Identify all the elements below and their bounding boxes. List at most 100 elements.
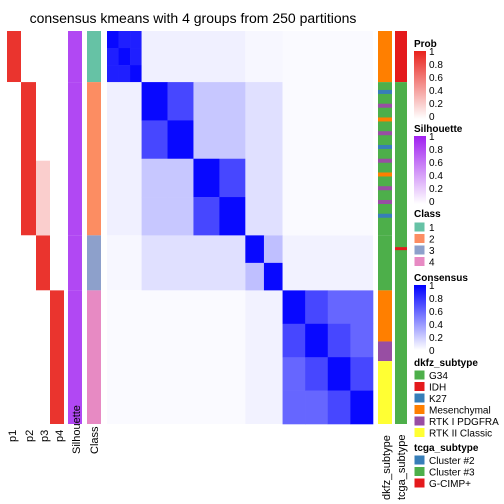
legend-prob-tick: 0.4	[429, 86, 443, 97]
label-tcga-subtype: tcga_subtype	[396, 435, 408, 500]
dkfz-subtype-cell	[378, 89, 392, 94]
legend-silhouette-tick: 0.8	[429, 145, 443, 156]
consensus-cell	[263, 235, 283, 264]
consensus-cell	[350, 390, 374, 425]
legend-dkfz-swatch	[413, 404, 426, 415]
annotation-labels: p1 p2 p3 p4 Silhouette Class dkfz_subtyp…	[7, 405, 408, 500]
label-class: Class	[89, 426, 101, 454]
consensus-cell	[350, 290, 374, 325]
silhouette-cell	[68, 235, 82, 291]
consensus-cell	[141, 235, 246, 291]
prob-cell	[7, 31, 21, 83]
label-p1: p1	[7, 430, 19, 442]
class-cell	[87, 290, 101, 424]
prob-cell	[50, 31, 64, 83]
dkfz-subtype-cell	[378, 213, 392, 218]
legend-class-swatch	[413, 244, 426, 256]
legend-consensus-tick: 0.6	[429, 307, 443, 318]
prob-cell	[7, 235, 21, 291]
consensus-cell	[141, 82, 168, 121]
legend-silhouette-tick: 0.2	[429, 184, 443, 195]
consensus-cell	[141, 31, 246, 83]
legend-dkfz-label: RTK I PDGFRA	[429, 417, 499, 428]
legend-prob-tick: 0.8	[429, 60, 443, 71]
consensus-matrix	[107, 31, 374, 425]
prob-cell	[50, 290, 64, 424]
legend-prob-tick: 1	[429, 47, 435, 58]
consensus-cell	[167, 120, 194, 160]
consensus-cell	[193, 120, 220, 160]
legend-prob-bar	[414, 51, 426, 119]
legend-prob-tick: 0.6	[429, 73, 443, 84]
consensus-cell	[118, 48, 131, 66]
consensus-cell	[282, 31, 373, 83]
consensus-cell	[141, 120, 168, 160]
prob-cell	[21, 290, 36, 424]
consensus-cell	[245, 290, 283, 424]
consensus-cell	[130, 65, 142, 83]
consensus-cell	[305, 390, 329, 425]
legend-tcga-label: Cluster #2	[429, 456, 475, 467]
consensus-cell	[327, 323, 351, 358]
consensus-cell	[167, 158, 194, 198]
prob-cell	[36, 31, 50, 83]
legend-tcga-swatch	[413, 454, 426, 466]
consensus-cell	[219, 197, 246, 236]
prob-cell	[36, 160, 50, 236]
left-annotation-tracks	[7, 31, 101, 424]
legend-dkfz-label: Mesenchymal	[429, 406, 491, 417]
consensus-cell	[282, 390, 306, 425]
legend-prob-tick: 0.2	[429, 99, 443, 110]
consensus-cell	[245, 31, 283, 83]
tcga-subtype-cell	[395, 247, 407, 251]
dkfz-subtype-cell	[378, 341, 392, 362]
legend-silhouette: Silhouette 1 0.8 0.6 0.4 0.2 0	[414, 124, 463, 208]
legend-dkfz-title: dkfz_subtype	[414, 358, 478, 369]
legend-dkfz-swatch	[413, 369, 426, 381]
consensus-cell	[118, 65, 131, 83]
dkfz-subtype-cell	[378, 361, 392, 424]
legend-tcga-label: Cluster #3	[429, 468, 475, 479]
consensus-cell	[167, 82, 194, 121]
prob-cell	[7, 290, 21, 424]
consensus-cell	[107, 48, 119, 66]
consensus-cell	[245, 262, 265, 291]
dkfz-subtype-cell	[378, 158, 392, 163]
consensus-cell	[167, 197, 194, 236]
consensus-cell	[327, 290, 351, 325]
legend-prob-tick: 0	[429, 112, 435, 123]
legend-class-label: 1	[429, 223, 435, 234]
silhouette-cell	[68, 31, 82, 83]
legend-silhouette-bar	[414, 136, 426, 204]
label-dkfz-subtype: dkfz_subtype	[381, 435, 393, 500]
consensus-cell	[219, 120, 246, 160]
class-cell	[87, 235, 101, 291]
legend-class-label: 2	[429, 235, 435, 246]
dkfz-subtype-cell	[378, 235, 392, 291]
prob-cell	[21, 31, 36, 83]
consensus-cell	[282, 323, 306, 358]
consensus-cell	[282, 357, 306, 391]
dkfz-subtype-cell	[378, 117, 392, 122]
consensus-cell	[327, 357, 351, 391]
label-p4: p4	[54, 430, 66, 442]
legend-consensus-tick: 0.8	[429, 294, 443, 305]
consensus-cell	[193, 82, 220, 121]
consensus-cell	[219, 158, 246, 198]
tcga-subtype-cell	[395, 31, 407, 83]
silhouette-cell	[68, 290, 82, 424]
legend-consensus: Consensus 1 0.8 0.6 0.4 0.2 0	[414, 273, 468, 357]
legend-class-swatch	[413, 221, 426, 233]
consensus-cell	[282, 290, 306, 325]
class-cell	[87, 82, 101, 236]
consensus-cell	[193, 197, 220, 236]
right-annotation-tracks	[378, 31, 407, 424]
dkfz-subtype-cell	[378, 31, 392, 83]
dkfz-subtype-cell	[378, 290, 392, 342]
consensus-cell	[107, 65, 119, 83]
consensus-cell	[107, 82, 142, 236]
prob-cell	[21, 235, 36, 291]
